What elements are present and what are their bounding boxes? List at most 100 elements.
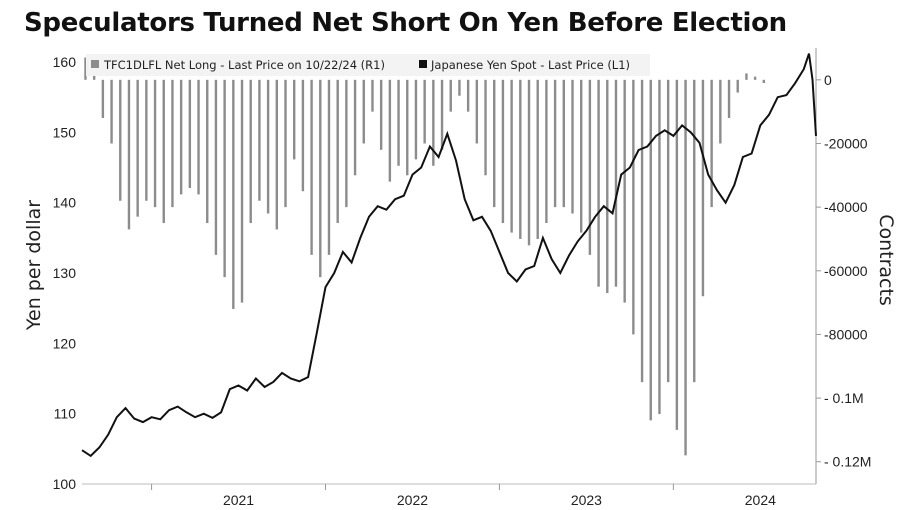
x-tick-label: 2023: [571, 492, 602, 508]
net-long-bar: [101, 79, 105, 119]
right-tick-label: 0: [824, 72, 832, 88]
net-long-bar: [423, 79, 426, 144]
net-long-bar: [440, 79, 444, 150]
net-long-bar: [475, 79, 479, 144]
net-long-bar: [519, 79, 522, 239]
net-long-bar: [693, 79, 696, 383]
net-long-bar: [458, 79, 461, 96]
net-long-bar: [684, 79, 687, 456]
net-long-bar: [493, 79, 496, 208]
left-axis-label: Yen per dollar: [23, 200, 45, 331]
net-long-bar: [379, 79, 383, 150]
right-tick-label: -40000: [824, 199, 868, 215]
net-long-bar: [266, 79, 270, 214]
net-long-bar: [745, 73, 748, 80]
net-long-bar: [275, 79, 279, 230]
net-long-bar: [658, 79, 661, 414]
net-long-bar: [145, 79, 148, 201]
net-long-bar: [701, 79, 705, 297]
net-long-bar: [606, 79, 609, 294]
net-long-bar: [362, 79, 365, 144]
right-axis-label: Contracts: [875, 214, 897, 306]
net-long-bar: [119, 79, 122, 201]
net-long-bar: [310, 79, 313, 255]
yen-spot-line: [81, 53, 817, 458]
left-tick-label: 110: [54, 406, 77, 422]
left-axis-ticks: 100 110 120 130 140 150 160: [53, 54, 77, 492]
net-long-bar: [179, 79, 183, 195]
net-long-bar: [153, 79, 157, 208]
net-long-bar: [632, 79, 635, 335]
net-long-bar: [510, 79, 513, 233]
left-tick-label: 140: [53, 195, 77, 211]
net-long-bar: [597, 79, 600, 287]
right-tick-label: - 0.12M: [824, 454, 871, 470]
net-long-bar: [432, 79, 435, 166]
net-long-bar: [327, 79, 331, 255]
net-long-bar: [223, 79, 226, 278]
net-long-bar: [136, 79, 139, 217]
net-long-bar: [675, 79, 679, 430]
net-long-bar: [545, 79, 548, 224]
right-tick-label: - 0.1M: [824, 390, 864, 406]
net-long-bar: [249, 79, 252, 224]
net-long-bars: [84, 57, 766, 456]
net-long-bar: [710, 79, 713, 208]
net-long-bar: [214, 79, 218, 255]
net-long-bar: [162, 79, 165, 224]
net-long-bar: [110, 79, 113, 144]
net-long-bar: [736, 79, 739, 93]
net-long-bar: [258, 79, 261, 201]
net-long-bar: [640, 79, 644, 383]
legend-swatch-yen-spot: [419, 60, 427, 68]
left-tick-label: 160: [53, 54, 77, 70]
net-long-bar: [319, 79, 322, 278]
right-tick-label: -80000: [824, 326, 868, 342]
left-tick-label: 130: [53, 265, 77, 281]
left-tick-label: 150: [53, 124, 77, 140]
net-long-bar: [484, 79, 487, 176]
net-long-bar: [197, 79, 200, 195]
net-long-bar: [84, 57, 87, 80]
net-long-bar: [127, 79, 131, 230]
net-long-bar: [571, 79, 574, 214]
net-long-bar: [301, 79, 305, 192]
net-long-bar: [466, 79, 470, 112]
net-long-bar: [753, 76, 757, 80]
legend-background: [86, 54, 650, 76]
x-tick-label: 2022: [397, 492, 428, 508]
legend-label-net-long: TFC1DLFL Net Long - Last Price on 10/22/…: [103, 58, 385, 72]
net-long-bar: [553, 79, 557, 208]
net-long-bar: [336, 79, 339, 224]
right-tick-label: -60000: [824, 263, 868, 279]
net-long-bar: [666, 79, 670, 383]
net-long-bar: [719, 79, 722, 144]
net-long-bar: [501, 79, 505, 224]
legend-label-yen-spot: Japanese Yen Spot - Last Price (L1): [430, 58, 630, 72]
x-axis-ticks: 2021 2022 2023 2024: [151, 484, 776, 508]
net-long-bar: [649, 79, 652, 421]
net-long-bar: [614, 79, 618, 287]
net-long-bar: [762, 79, 766, 84]
right-tick-label: -20000: [824, 135, 868, 151]
net-long-bar: [397, 79, 400, 166]
net-long-bar: [623, 79, 626, 303]
net-long-bar: [371, 79, 374, 112]
x-tick-label: 2024: [745, 492, 776, 508]
plot-area: [82, 48, 816, 484]
net-long-bar: [388, 79, 392, 182]
left-tick-label: 100: [53, 476, 77, 492]
legend-swatch-net-long: [91, 60, 99, 68]
net-long-bar: [588, 79, 592, 255]
net-long-bar: [284, 79, 287, 208]
net-long-bar: [206, 79, 209, 224]
net-long-bar: [353, 79, 357, 176]
net-long-bar: [727, 79, 731, 119]
net-long-bar: [240, 79, 244, 303]
net-long-bar: [232, 79, 235, 309]
net-long-bar: [536, 79, 539, 239]
left-tick-label: 120: [53, 335, 77, 351]
net-long-bar: [406, 79, 409, 176]
net-long-bar: [345, 79, 348, 208]
